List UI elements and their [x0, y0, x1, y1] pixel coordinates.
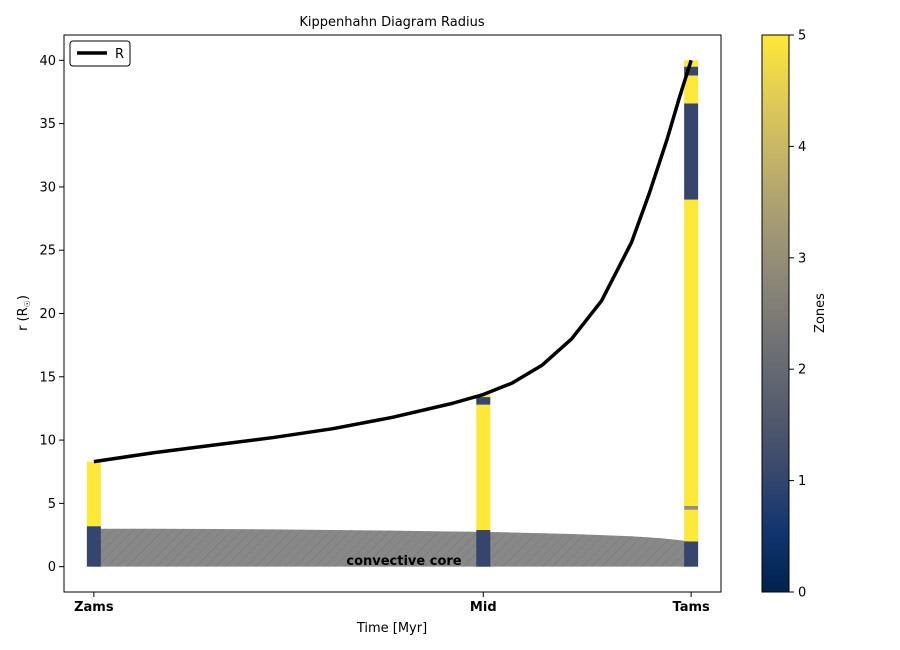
zone-column: [684, 60, 699, 567]
y-tick-label: 5: [48, 497, 56, 512]
colorbar-tick-label: 4: [798, 140, 806, 155]
zone-column: [86, 461, 101, 567]
zone-segment: [86, 461, 101, 527]
radius-line: [93, 59, 693, 464]
y-tick-label: 10: [39, 434, 56, 449]
colorbar-tick-label: 2: [798, 363, 806, 378]
colorbar: [761, 34, 790, 593]
x-tick-label: Mid: [470, 600, 497, 615]
zone-segment: [684, 103, 699, 200]
colorbar-label: Zones: [813, 293, 828, 333]
plot-area: [86, 59, 699, 567]
zone-segment: [684, 75, 699, 104]
x-axis: Zams Mid Tams: [74, 592, 710, 615]
zone-segment: [476, 404, 491, 530]
chart-title: Kippenhahn Diagram Radius: [299, 15, 484, 30]
y-axis-label-close: ): [16, 295, 31, 300]
zone-segment: [684, 199, 699, 506]
zone-column: [476, 394, 491, 567]
convective-core-hatch: [93, 528, 692, 567]
legend-entry-r: R: [115, 47, 124, 62]
y-axis-label-main: r (R: [16, 307, 31, 331]
y-tick-label: 30: [39, 180, 56, 195]
y-tick-label: 20: [39, 307, 56, 322]
zone-segment: [684, 505, 699, 510]
y-axis-label: r (R☉): [16, 295, 32, 331]
y-axis-label-sub: ☉: [23, 300, 32, 307]
y-tick-label: 15: [39, 370, 56, 385]
y-axis: 0 5 10 15 20 25 30 35 40: [39, 54, 64, 575]
x-tick-label: Tams: [673, 600, 711, 615]
zone-segment: [476, 397, 491, 405]
legend: R: [69, 40, 131, 67]
x-tick-label: Zams: [74, 600, 114, 615]
y-tick-label: 0: [48, 560, 56, 575]
svg-text:r (R☉): r (R☉): [16, 295, 32, 331]
colorbar-tick-label: 0: [798, 586, 806, 601]
y-tick-label: 40: [39, 54, 56, 69]
x-axis-label: Time [Myr]: [356, 621, 427, 636]
y-tick-label: 25: [39, 244, 56, 259]
zone-segment: [86, 526, 101, 567]
convective-core-label: convective core: [346, 554, 461, 569]
colorbar-tick-label: 3: [798, 251, 806, 266]
colorbar-ticks: 0 1 2 3 4 5: [789, 29, 806, 601]
colorbar-tick-label: 5: [798, 29, 806, 44]
y-tick-label: 35: [39, 117, 56, 132]
zone-segment: [684, 509, 699, 542]
plot-frame: [63, 34, 722, 593]
zone-segment: [684, 66, 699, 76]
colorbar-tick-label: 1: [798, 474, 806, 489]
zone-segment: [684, 541, 699, 567]
zone-segment: [476, 529, 491, 567]
